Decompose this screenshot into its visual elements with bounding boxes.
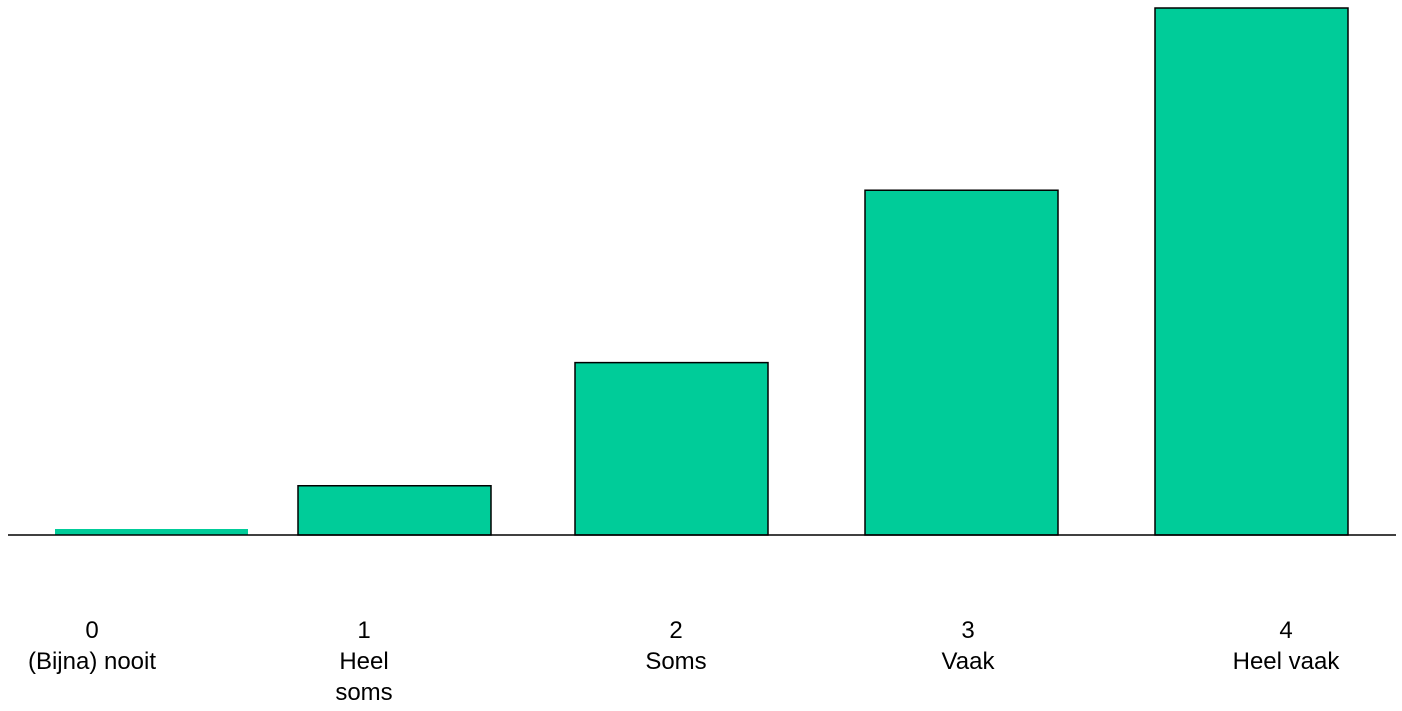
bar-1	[297, 484, 492, 536]
category-label-2: 2 Soms	[566, 615, 786, 677]
bar-2	[574, 361, 769, 536]
category-code: 3	[961, 617, 975, 644]
category-label-4: 4 Heel vaak	[1176, 615, 1396, 677]
bar-0	[55, 529, 248, 535]
category-text: Vaak	[941, 648, 995, 675]
category-code: 2	[669, 617, 683, 644]
category-code: 1	[357, 617, 371, 644]
category-text: (Bijna) nooit	[27, 648, 157, 675]
category-text: Soms	[645, 648, 707, 675]
bar-4	[1154, 7, 1349, 536]
category-code: 4	[1279, 617, 1293, 644]
category-label-1: 1 Heel soms	[254, 615, 474, 708]
category-text: Heel vaak	[1232, 648, 1340, 675]
category-text: Heel soms	[335, 648, 393, 706]
bar-3	[864, 189, 1059, 536]
bars-group	[55, 7, 1349, 536]
category-label-3: 3 Vaak	[858, 615, 1078, 677]
category-label-0: 0 (Bijna) nooit	[0, 615, 202, 677]
category-code: 0	[85, 617, 99, 644]
